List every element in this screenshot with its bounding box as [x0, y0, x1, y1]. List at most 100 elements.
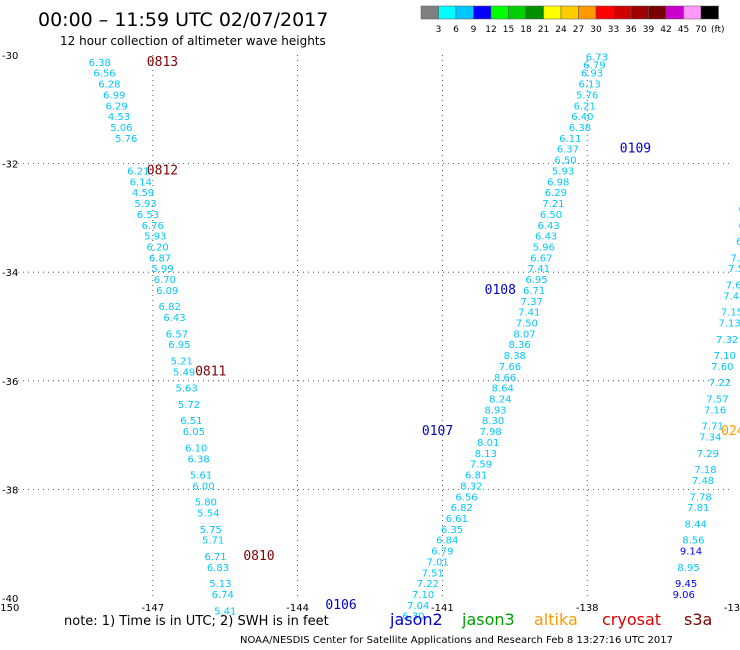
legend-swatch [595, 5, 614, 20]
legend-swatch [508, 5, 527, 20]
legend-label: 33 [608, 25, 619, 35]
pass-time-label: 0107 [422, 424, 453, 439]
x-tick-label: -144 [286, 603, 309, 614]
data-point-value: 6.70 [154, 275, 176, 286]
data-point-value: 7.16 [704, 405, 726, 416]
x-tick-label: -13 [724, 603, 740, 614]
data-point-value: 7.09 [731, 253, 740, 264]
data-point-value: 6.53 [137, 210, 159, 221]
data-point-value: 7.50 [516, 319, 538, 330]
x-tick-label: -150 [0, 603, 19, 614]
data-point-value: 7.71 [702, 422, 724, 433]
data-point-value: 6.57 [166, 329, 188, 340]
data-point-value: 6.50 [540, 210, 562, 221]
page-subtitle: 12 hour collection of altimeter wave hei… [60, 34, 326, 48]
pass-time-label: 0108 [485, 283, 516, 298]
data-point-value: 7.22 [709, 378, 731, 389]
legend-label: 12 [485, 25, 496, 35]
data-point-value: 6.29 [105, 101, 127, 112]
satellite-legend: jason2 jason3 altika cryosat s3a [389, 610, 712, 629]
data-point-value: 6.76 [142, 221, 164, 232]
legend-swatch [683, 5, 702, 20]
footer-note: note: 1) Time is in UTC; 2) SWH is in fe… [64, 614, 329, 629]
data-point-value: 7.22 [417, 579, 439, 590]
legend-unit-label: (ft) [711, 25, 725, 35]
data-point-value: 4.53 [108, 112, 130, 123]
data-point-value: 6.38 [89, 58, 111, 69]
data-point-value: 6.71 [523, 286, 545, 297]
grid-lines [8, 55, 732, 598]
data-point-value: 6.93 [581, 69, 603, 80]
data-point-value: 6.28 [98, 80, 120, 91]
data-point-value: 6.82 [451, 503, 473, 514]
axis-ticks: -150 -147 -144 -141 -138 -13 -30 -32 -34 -36 -38 -4… [0, 51, 740, 614]
data-point-value: 9.45 [675, 579, 697, 590]
data-point-value: 8.01 [477, 438, 499, 449]
data-point-value: 8.07 [513, 329, 535, 340]
data-point-value: 6.40 [571, 112, 593, 123]
data-point-value: 7.41 [518, 308, 540, 319]
pass-time-label: 0812 [147, 163, 178, 178]
legend-swatch [665, 5, 684, 20]
data-point-value: 6.56 [455, 492, 477, 503]
legend-swatch [630, 5, 649, 20]
data-point-value: 5.93 [144, 232, 166, 243]
legend-label: 21 [538, 25, 549, 35]
data-point-value: 6.20 [146, 242, 168, 253]
legend-swatch [490, 5, 509, 20]
data-point-value: 7.60 [711, 362, 733, 373]
legend-label: 24 [555, 25, 567, 35]
data-point-value: 6.5 [736, 237, 740, 248]
legend-label: 3 [436, 25, 442, 35]
data-point-value: 7.44 [723, 291, 740, 302]
data-point-value: 6.51 [180, 416, 202, 427]
data-point-value: 6.43 [163, 313, 185, 324]
data-point-value: 5.41 [214, 606, 236, 617]
satellite-s3a: s3a [684, 610, 712, 629]
plot-area: -150 -147 -144 -141 -138 -13 -30 -32 -34 -36 -38 -4… [0, 51, 740, 623]
legend-swatch [420, 5, 439, 20]
data-point-value: 6.67 [530, 253, 552, 264]
legend-label: 15 [503, 25, 514, 35]
data-point-value: 5.49 [173, 367, 195, 378]
satellite-altika: altika [534, 610, 578, 629]
data-point-value: 6.71 [204, 552, 226, 563]
legend-label: 45 [678, 25, 689, 35]
data-point-value: 7.10 [412, 590, 434, 601]
data-point-value: 6.05 [183, 427, 205, 438]
data-point-value: 5.93 [552, 166, 574, 177]
data-point-value: 6.14 [130, 177, 152, 188]
data-point-value: 6.56 [93, 69, 115, 80]
data-point-value: 6.43 [537, 221, 559, 232]
data-point-value: 8.95 [677, 563, 699, 574]
time-labels: 0813 0812 0811 0810 0109 0108 0107 0106 0241 [147, 55, 740, 613]
data-point-value: 5.72 [178, 400, 200, 411]
data-point-value: 8.66 [494, 373, 516, 384]
legend-swatch [473, 5, 492, 20]
legend-label: 9 [471, 25, 477, 35]
data-point-value: 8.56 [682, 536, 704, 547]
data-point-value: 6.82 [159, 302, 181, 313]
legend-label: 6 [453, 25, 459, 35]
data-point-value: 8.44 [685, 519, 707, 530]
data-point-value: 6.00 [192, 481, 214, 492]
legend-label: 39 [643, 25, 655, 35]
data-point-value: 6.95 [168, 340, 190, 351]
data-point-value: 4.59 [132, 188, 154, 199]
data-point-value: 8.64 [492, 384, 514, 395]
data-point-value: 8.13 [475, 449, 497, 460]
data-point-value: 5.71 [202, 536, 224, 547]
data-point-value: 6.35 [441, 525, 463, 536]
data-point-value: 6.43 [535, 232, 557, 243]
data-point-value: 5.96 [533, 242, 555, 253]
data-point-value: 6.38 [188, 454, 210, 465]
data-point-value: 6.79 [583, 61, 605, 72]
legend-label: 70 [695, 25, 707, 35]
data-point-value: 5.76 [115, 134, 137, 145]
data-point-value: 5.06 [110, 123, 132, 134]
legend-swatch [578, 5, 597, 20]
data-point-value: 6.21 [127, 166, 149, 177]
data-point-value: 5.61 [190, 471, 212, 482]
x-tick-label: -147 [141, 603, 164, 614]
data-point-value: 6.09 [156, 286, 178, 297]
